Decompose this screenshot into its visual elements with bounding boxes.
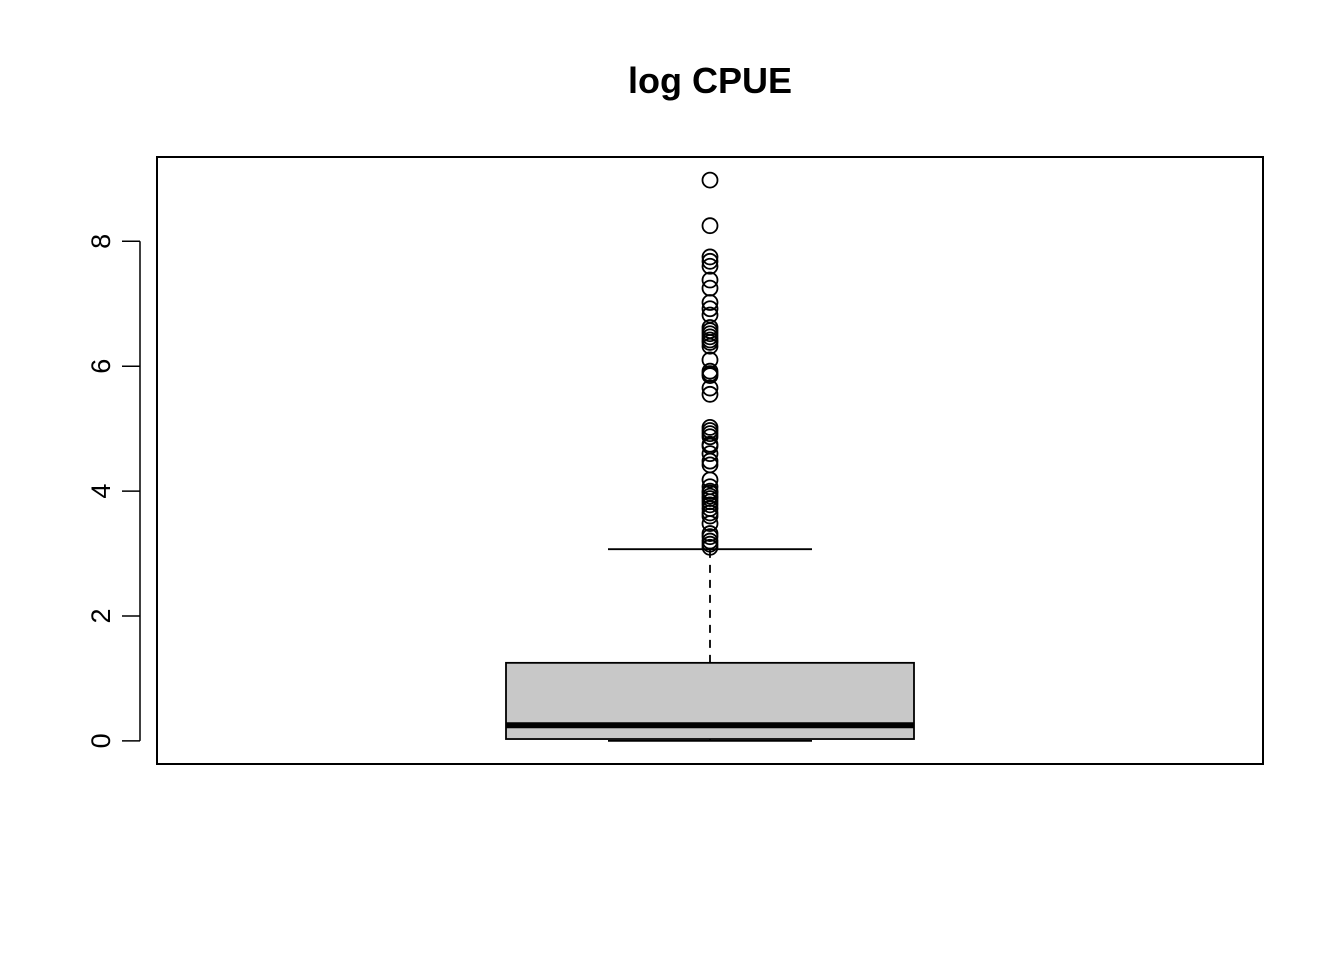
outlier-point <box>701 385 719 403</box>
outlier-point <box>701 515 719 532</box>
outlier-point <box>701 528 719 546</box>
y-tick-label: 0 <box>86 733 116 748</box>
outlier-point <box>701 271 719 289</box>
outlier-point <box>701 217 719 235</box>
outlier-point <box>701 171 719 189</box>
y-tick-label: 6 <box>86 359 116 374</box>
y-axis: 0 2 4 6 8 <box>86 234 141 748</box>
outlier-point <box>701 248 719 266</box>
outlier-point <box>701 428 719 446</box>
outlier-point <box>701 300 719 318</box>
outlier-point <box>701 445 719 463</box>
outlier-point <box>701 294 719 311</box>
y-tick-label: 2 <box>86 608 116 623</box>
outlier-point <box>701 367 719 384</box>
chart-title: log CPUE <box>628 60 792 101</box>
outlier-point <box>701 379 719 397</box>
outlier-point <box>701 507 719 525</box>
outlier-point <box>701 337 719 355</box>
outlier-point <box>701 257 719 275</box>
outlier-point <box>701 538 719 556</box>
outlier-point <box>701 252 719 270</box>
outlier-point <box>701 471 719 489</box>
box-plot <box>505 548 915 742</box>
plot-frame <box>156 156 1264 765</box>
outlier-points <box>701 171 719 556</box>
y-tick-label: 4 <box>86 484 116 499</box>
y-tick-label: 8 <box>86 234 116 249</box>
